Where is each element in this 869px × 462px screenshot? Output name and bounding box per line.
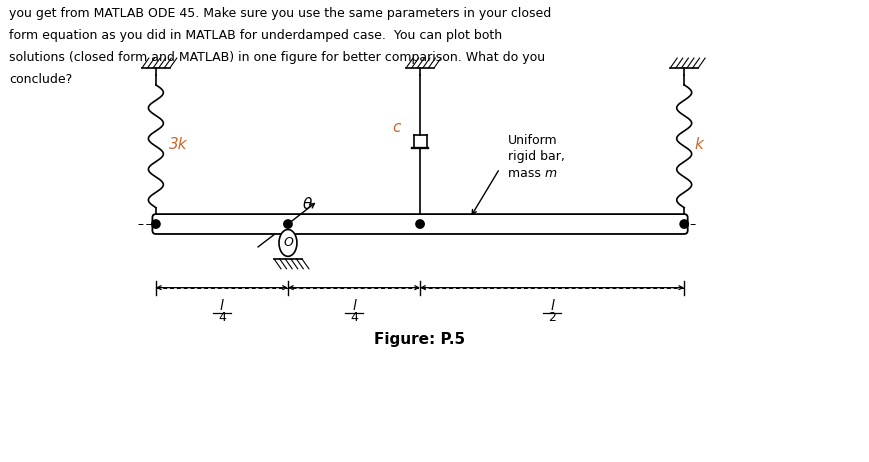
Text: θ: θ <box>302 197 312 212</box>
FancyBboxPatch shape <box>152 214 687 234</box>
Text: 4: 4 <box>218 311 226 324</box>
Text: conclude?: conclude? <box>10 73 73 86</box>
Text: k: k <box>694 137 703 152</box>
Text: m: m <box>545 167 557 180</box>
Text: c: c <box>392 120 401 135</box>
Circle shape <box>680 220 688 228</box>
Text: 4: 4 <box>350 311 358 324</box>
Text: O: O <box>283 237 293 249</box>
Text: Uniform: Uniform <box>507 134 557 146</box>
Ellipse shape <box>279 230 297 256</box>
Text: you get from MATLAB ODE 45. Make sure you use the same parameters in your closed: you get from MATLAB ODE 45. Make sure yo… <box>10 7 552 20</box>
Text: l: l <box>550 298 554 313</box>
Circle shape <box>152 220 160 228</box>
Text: l: l <box>220 298 224 313</box>
Text: rigid bar,: rigid bar, <box>507 151 565 164</box>
Text: form equation as you did in MATLAB for underdamped case.  You can plot both: form equation as you did in MATLAB for u… <box>10 29 502 42</box>
Text: l: l <box>352 298 356 313</box>
Text: mass: mass <box>507 167 545 180</box>
Text: 3k: 3k <box>169 137 188 152</box>
Text: solutions (closed form and MATLAB) in one figure for better comparison. What do : solutions (closed form and MATLAB) in on… <box>10 51 546 64</box>
Circle shape <box>416 220 424 228</box>
Text: Figure: P.5: Figure: P.5 <box>375 332 466 347</box>
Text: 2: 2 <box>548 311 556 324</box>
Circle shape <box>284 220 292 228</box>
